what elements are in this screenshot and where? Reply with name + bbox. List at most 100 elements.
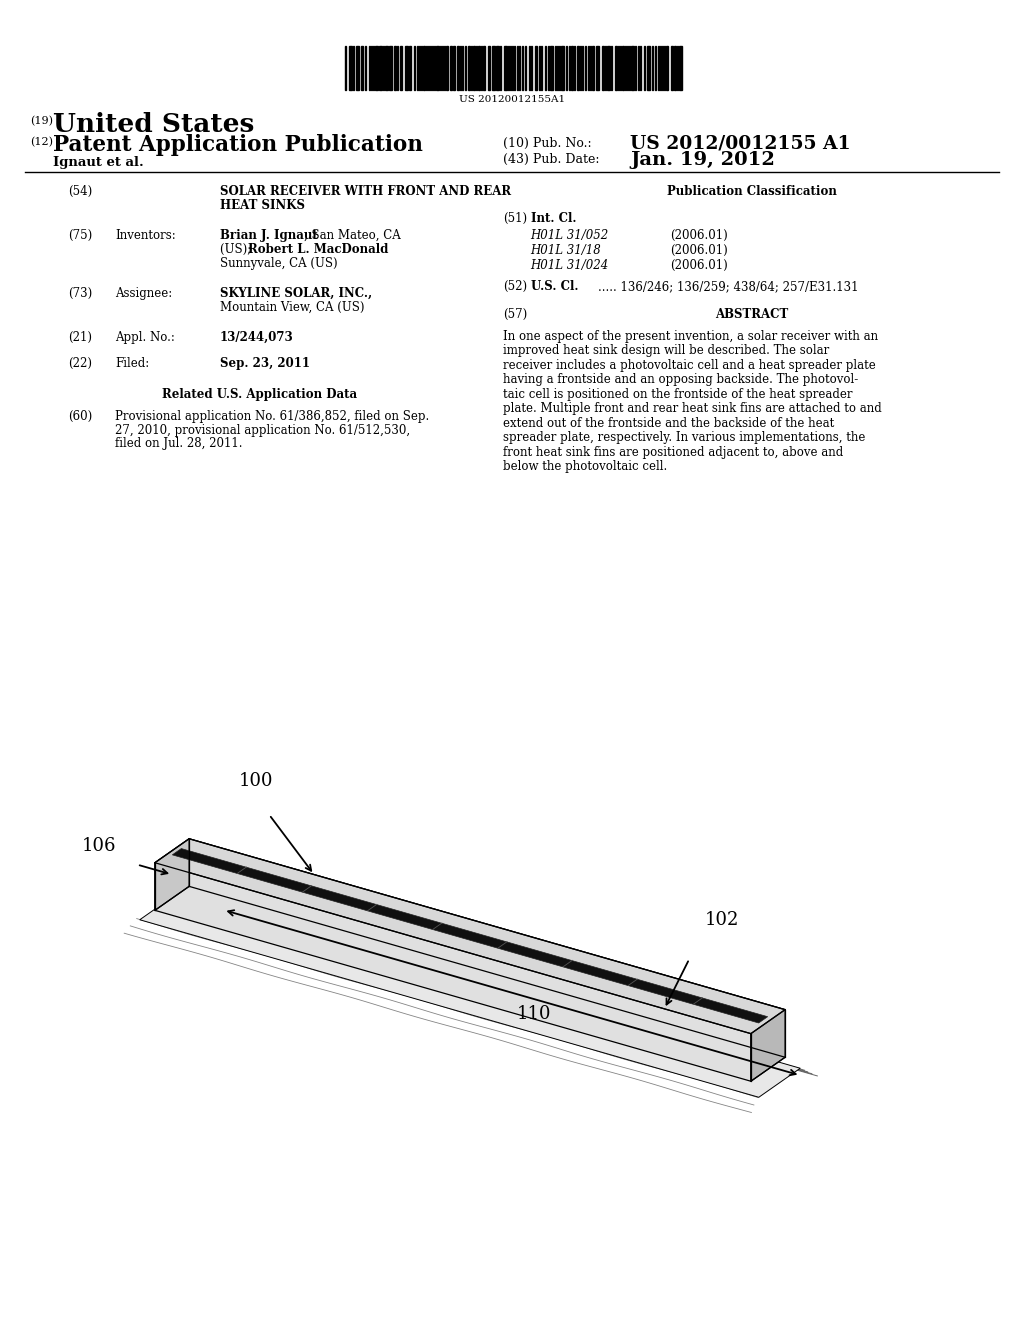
Text: (73): (73) <box>68 286 92 300</box>
Text: 102: 102 <box>705 911 738 929</box>
Polygon shape <box>480 954 495 970</box>
Text: (US);: (US); <box>220 243 255 256</box>
Text: (22): (22) <box>68 358 92 371</box>
Text: Int. Cl.: Int. Cl. <box>531 213 577 226</box>
Text: US 2012/0012155 A1: US 2012/0012155 A1 <box>630 135 851 152</box>
Text: SKYLINE SOLAR, INC.,: SKYLINE SOLAR, INC., <box>220 286 372 300</box>
Text: , San Mateo, CA: , San Mateo, CA <box>304 228 400 242</box>
Bar <box>571 46 573 90</box>
Text: HEAT SINKS: HEAT SINKS <box>220 198 305 211</box>
Bar <box>453 46 455 90</box>
Text: US 20120012155A1: US 20120012155A1 <box>459 95 565 104</box>
Text: Publication Classification: Publication Classification <box>667 185 837 198</box>
Bar <box>504 46 507 90</box>
Polygon shape <box>688 985 707 990</box>
Text: (60): (60) <box>68 409 92 422</box>
Polygon shape <box>172 849 768 1023</box>
Polygon shape <box>559 983 578 1006</box>
Text: 110: 110 <box>517 1005 551 1023</box>
Polygon shape <box>340 884 357 890</box>
Polygon shape <box>168 871 186 894</box>
Polygon shape <box>411 935 425 950</box>
Text: (2006.01): (2006.01) <box>670 244 728 257</box>
Bar <box>379 46 382 90</box>
Bar <box>602 46 604 90</box>
Bar <box>577 46 579 90</box>
Polygon shape <box>716 1028 734 1051</box>
Bar <box>356 46 359 90</box>
Polygon shape <box>758 1005 776 1010</box>
Bar <box>394 46 396 90</box>
Bar <box>473 46 475 90</box>
Text: Brian J. Ignaut: Brian J. Ignaut <box>220 228 317 242</box>
Text: plate. Multiple front and rear heat sink fins are attached to and: plate. Multiple front and rear heat sink… <box>503 403 882 416</box>
Text: SOLAR RECEIVER WITH FRONT AND REAR: SOLAR RECEIVER WITH FRONT AND REAR <box>220 185 511 198</box>
Polygon shape <box>549 945 566 950</box>
Bar <box>375 46 378 90</box>
Text: United States: United States <box>53 112 254 137</box>
Bar <box>436 46 439 90</box>
Bar <box>409 46 411 90</box>
Text: (2006.01): (2006.01) <box>670 259 728 272</box>
Polygon shape <box>689 1014 705 1031</box>
Text: 27, 2010, provisional application No. 61/512,530,: 27, 2010, provisional application No. 61… <box>115 424 411 437</box>
Polygon shape <box>201 845 218 850</box>
Text: below the photovoltaic cell.: below the photovoltaic cell. <box>503 461 668 473</box>
Bar <box>478 46 480 90</box>
Text: Robert L. MacDonald: Robert L. MacDonald <box>248 243 388 256</box>
Text: (51): (51) <box>503 213 527 226</box>
Text: ABSTRACT: ABSTRACT <box>715 308 788 321</box>
Polygon shape <box>550 974 565 990</box>
Bar <box>615 46 617 90</box>
Polygon shape <box>139 891 800 1097</box>
Text: H01L 31/052: H01L 31/052 <box>530 228 608 242</box>
Text: improved heat sink design will be described. The solar: improved heat sink design will be descri… <box>503 345 829 358</box>
Bar <box>406 46 408 90</box>
Text: Filed:: Filed: <box>115 358 150 371</box>
Text: 13/244,073: 13/244,073 <box>220 331 294 345</box>
Text: Sep. 23, 2011: Sep. 23, 2011 <box>220 358 310 371</box>
Text: Mountain View, CA (US): Mountain View, CA (US) <box>220 301 365 314</box>
Polygon shape <box>325 916 343 939</box>
Text: ..... 136/246; 136/259; 438/64; 257/E31.131: ..... 136/246; 136/259; 438/64; 257/E31.… <box>598 280 858 293</box>
Polygon shape <box>410 904 427 909</box>
Polygon shape <box>247 894 265 916</box>
Bar <box>400 46 402 90</box>
Text: having a frontside and an opposing backside. The photovol-: having a frontside and an opposing backs… <box>503 374 858 387</box>
Text: (57): (57) <box>503 308 527 321</box>
Text: In one aspect of the present invention, a solar receiver with an: In one aspect of the present invention, … <box>503 330 879 343</box>
Text: extend out of the frontside and the backside of the heat: extend out of the frontside and the back… <box>503 417 835 429</box>
Bar <box>561 46 564 90</box>
Bar <box>483 46 485 90</box>
Bar <box>423 46 425 90</box>
Text: (2006.01): (2006.01) <box>670 228 728 242</box>
Bar <box>671 46 673 90</box>
Bar <box>450 46 452 90</box>
Bar <box>550 46 553 90</box>
Polygon shape <box>402 939 422 961</box>
Polygon shape <box>638 1006 656 1028</box>
Polygon shape <box>155 863 751 1081</box>
Polygon shape <box>189 838 785 1057</box>
Bar <box>647 46 650 90</box>
Text: front heat sink fins are positioned adjacent to, above and: front heat sink fins are positioned adja… <box>503 446 843 458</box>
Bar <box>361 46 362 90</box>
Text: U.S. Cl.: U.S. Cl. <box>531 280 579 293</box>
Polygon shape <box>155 838 189 911</box>
Bar <box>492 46 495 90</box>
Text: H01L 31/18: H01L 31/18 <box>530 244 601 257</box>
Text: (12): (12) <box>30 137 53 148</box>
Text: filed on Jul. 28, 2011.: filed on Jul. 28, 2011. <box>115 437 243 450</box>
Text: 106: 106 <box>82 837 117 854</box>
Bar <box>679 46 682 90</box>
Bar <box>666 46 668 90</box>
Text: spreader plate, respectively. In various implementations, the: spreader plate, respectively. In various… <box>503 432 865 444</box>
Text: Assignee:: Assignee: <box>115 286 172 300</box>
Text: H01L 31/024: H01L 31/024 <box>530 259 608 272</box>
Polygon shape <box>759 1035 774 1051</box>
Bar <box>488 46 490 90</box>
Text: Sunnyvale, CA (US): Sunnyvale, CA (US) <box>220 256 338 269</box>
Bar <box>622 46 624 90</box>
Text: (52): (52) <box>503 280 527 293</box>
Bar <box>535 46 537 90</box>
